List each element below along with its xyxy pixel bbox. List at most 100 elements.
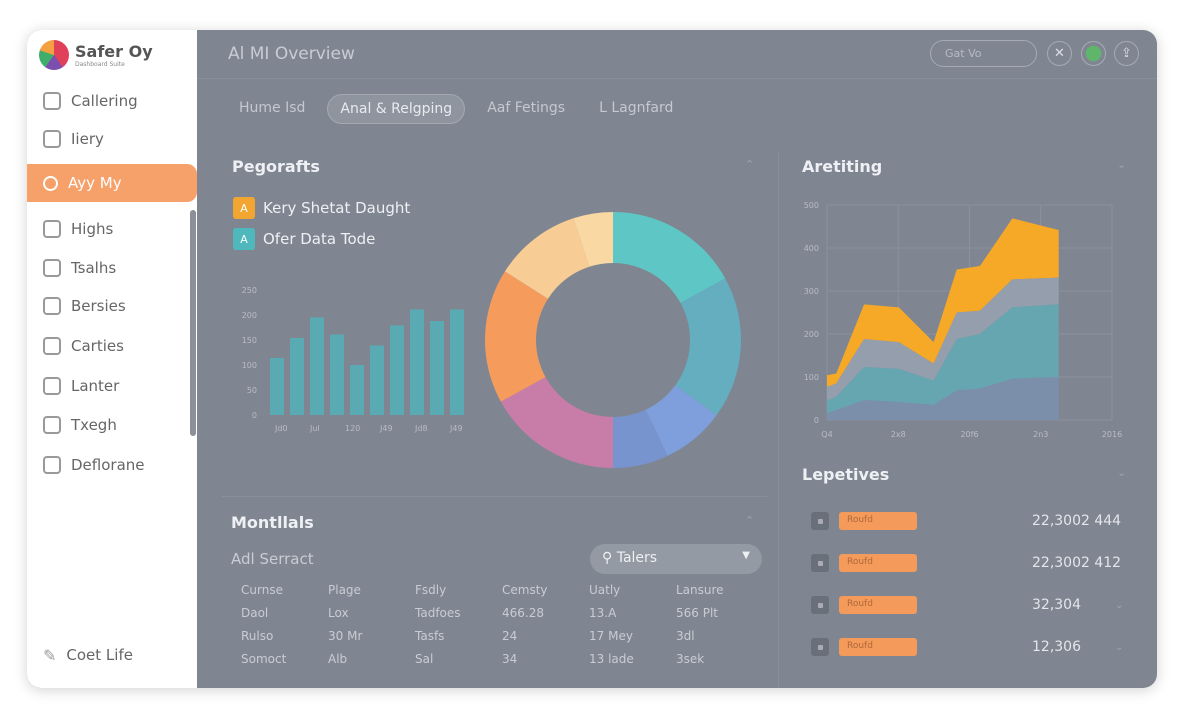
x-tick-label: J49 bbox=[379, 424, 393, 433]
chevron-down-icon: ▼ bbox=[742, 550, 750, 561]
logo-icon bbox=[39, 40, 69, 70]
panel-title: Lepetives bbox=[802, 465, 890, 484]
list-item[interactable]: Roufd 22,3002 412 bbox=[809, 545, 1139, 581]
sidebar-item-carties[interactable]: Carties bbox=[27, 327, 197, 365]
checkbox[interactable] bbox=[811, 512, 829, 530]
bar bbox=[330, 334, 344, 415]
table-cell: Rulso bbox=[241, 628, 274, 643]
sidebar-item-label: Carties bbox=[71, 337, 124, 355]
legend-item: A Ofer Data Tode bbox=[233, 228, 375, 250]
chevron-up-icon[interactable]: ⌃ bbox=[745, 158, 755, 171]
brand-name: Safer Oy bbox=[75, 42, 153, 61]
sidebar-footer-item[interactable]: ✎ Coet Life bbox=[27, 636, 197, 674]
table-cell: 34 bbox=[502, 651, 518, 666]
sidebar-item-bersies[interactable]: Bersies bbox=[27, 287, 197, 325]
bar bbox=[310, 317, 324, 415]
checkbox[interactable] bbox=[811, 596, 829, 614]
bar bbox=[270, 358, 284, 415]
sidebar-item-txegh[interactable]: Txegh bbox=[27, 406, 197, 444]
checkbox[interactable] bbox=[811, 638, 829, 656]
y-tick-label: 0 bbox=[814, 416, 819, 425]
bar bbox=[350, 365, 364, 415]
sidebar-scrollbar[interactable] bbox=[190, 210, 196, 436]
y-tick-label: 400 bbox=[804, 244, 819, 253]
filter-dropdown[interactable]: ⚲ Talers ▼ bbox=[590, 544, 762, 574]
y-tick-label: 250 bbox=[242, 286, 257, 295]
list-item[interactable]: Roufd 12,306 ⌄ bbox=[809, 629, 1139, 665]
tablet-icon bbox=[43, 220, 61, 238]
panel-title: Montllals bbox=[231, 513, 314, 532]
x-tick-label: 120 bbox=[345, 424, 360, 433]
table-row[interactable]: Rulso 30 Mr Tasfs 24 17 Mey 3dl bbox=[239, 624, 761, 647]
tab-0[interactable]: Hume Isd bbox=[239, 100, 306, 116]
list-value: 12,306 bbox=[1032, 639, 1081, 655]
x-tick-label: 2n3 bbox=[1033, 430, 1048, 439]
sidebar-item-lanter[interactable]: Lanter bbox=[27, 367, 197, 405]
main-content: Al MI Overview Gat Vo ✕ ⇪ Hume Isd Anal &… bbox=[197, 30, 1157, 688]
sidebar-item-ayy-my[interactable]: Ayy My bbox=[27, 164, 197, 202]
sidebar-item-iiery[interactable]: Iiery bbox=[27, 120, 197, 158]
checkbox[interactable] bbox=[811, 554, 829, 572]
avatar[interactable] bbox=[1081, 41, 1106, 66]
sidebar-item-tsalhs[interactable]: Tsalhs bbox=[27, 249, 197, 287]
area-series-base bbox=[827, 377, 1059, 420]
tab-2[interactable]: Aaf Fetings bbox=[487, 100, 566, 116]
area-chart: 0 100 200 300 400 500 Q4 2x8 20f6 2n3 2016 bbox=[804, 201, 1122, 439]
brand-subtitle: Dashboard Suite bbox=[75, 61, 125, 68]
table-cell: Alb bbox=[328, 651, 348, 666]
upload-icon[interactable]: ⇪ bbox=[1114, 41, 1139, 66]
x-tick-label: J49 bbox=[449, 424, 463, 433]
sidebar-item-highs[interactable]: Highs bbox=[27, 210, 197, 248]
y-tick-label: 300 bbox=[804, 287, 819, 296]
search-icon: ⚲ bbox=[602, 550, 617, 566]
search-icon bbox=[43, 175, 58, 191]
y-tick-label: 500 bbox=[804, 201, 819, 210]
table-cell: 17 Mey bbox=[589, 628, 633, 643]
bar bbox=[430, 321, 444, 415]
chevron-up-icon[interactable]: ⌃ bbox=[745, 514, 755, 527]
donut-slice bbox=[613, 212, 726, 303]
status-badge: Roufd bbox=[839, 512, 917, 530]
close-icon[interactable]: ✕ bbox=[1047, 41, 1072, 66]
legend-label: Kery Shetat Daught bbox=[263, 199, 411, 217]
sidebar-item-label: Bersies bbox=[71, 297, 126, 315]
chevron-down-icon[interactable]: ⌄ bbox=[1115, 599, 1124, 611]
sidebar-item-deflorane[interactable]: Deflorane bbox=[27, 446, 197, 484]
chevron-down-icon[interactable]: ⌄ bbox=[1115, 641, 1124, 653]
chevron-icon[interactable]: ⌄ bbox=[1117, 158, 1127, 171]
pencil-icon: ✎ bbox=[43, 645, 57, 665]
table-cell: Somoct bbox=[241, 651, 287, 666]
printer-icon bbox=[43, 416, 61, 434]
x-tick-label: Jul bbox=[309, 424, 320, 433]
tab-1[interactable]: Anal & Relgping bbox=[327, 94, 466, 124]
column-header: Cemsty bbox=[502, 582, 548, 597]
sidebar-item-label: Lanter bbox=[71, 377, 120, 395]
table-row[interactable]: Somoct Alb Sal 34 13 lade 3sek bbox=[239, 647, 761, 670]
tree-icon bbox=[43, 259, 61, 277]
bar bbox=[370, 345, 384, 415]
donut-chart bbox=[485, 212, 741, 468]
y-tick-label: 200 bbox=[804, 330, 819, 339]
tab-3[interactable]: L Lagnfard bbox=[599, 100, 674, 116]
sidebar-item-callering[interactable]: Callering bbox=[27, 82, 197, 120]
page-title: Al MI Overview bbox=[228, 44, 355, 64]
column-header: Lansure bbox=[676, 582, 724, 597]
bar bbox=[410, 309, 424, 415]
chevron-icon[interactable]: ⌄ bbox=[1117, 466, 1127, 479]
list-item[interactable]: Roufd 22,3002 444 bbox=[809, 503, 1139, 539]
sidebar-item-label: Deflorane bbox=[71, 456, 145, 474]
search-input[interactable]: Gat Vo bbox=[930, 40, 1037, 67]
filter-value: Talers bbox=[616, 550, 658, 566]
legend-item: A Kery Shetat Daught bbox=[233, 197, 410, 219]
table-row[interactable]: Daol Lox Tadfoes 466.28 13.A 566 Plt bbox=[239, 601, 761, 624]
donut-slice bbox=[485, 271, 548, 402]
list-item[interactable]: Roufd 32,304 ⌄ bbox=[809, 587, 1139, 623]
list-value: 22,3002 444 bbox=[1032, 513, 1122, 529]
area-series-gray bbox=[827, 277, 1059, 401]
table-cell: 3sek bbox=[676, 651, 705, 666]
sidebar-item-label: Iiery bbox=[71, 130, 104, 148]
x-tick-label: 20f6 bbox=[960, 430, 978, 439]
status-badge: Roufd bbox=[839, 638, 917, 656]
data-table: Curnse Plage Fsdly Cemsty Uatly Lansure Daol Lo… bbox=[239, 578, 761, 670]
legend-label: Ofer Data Tode bbox=[263, 230, 376, 248]
